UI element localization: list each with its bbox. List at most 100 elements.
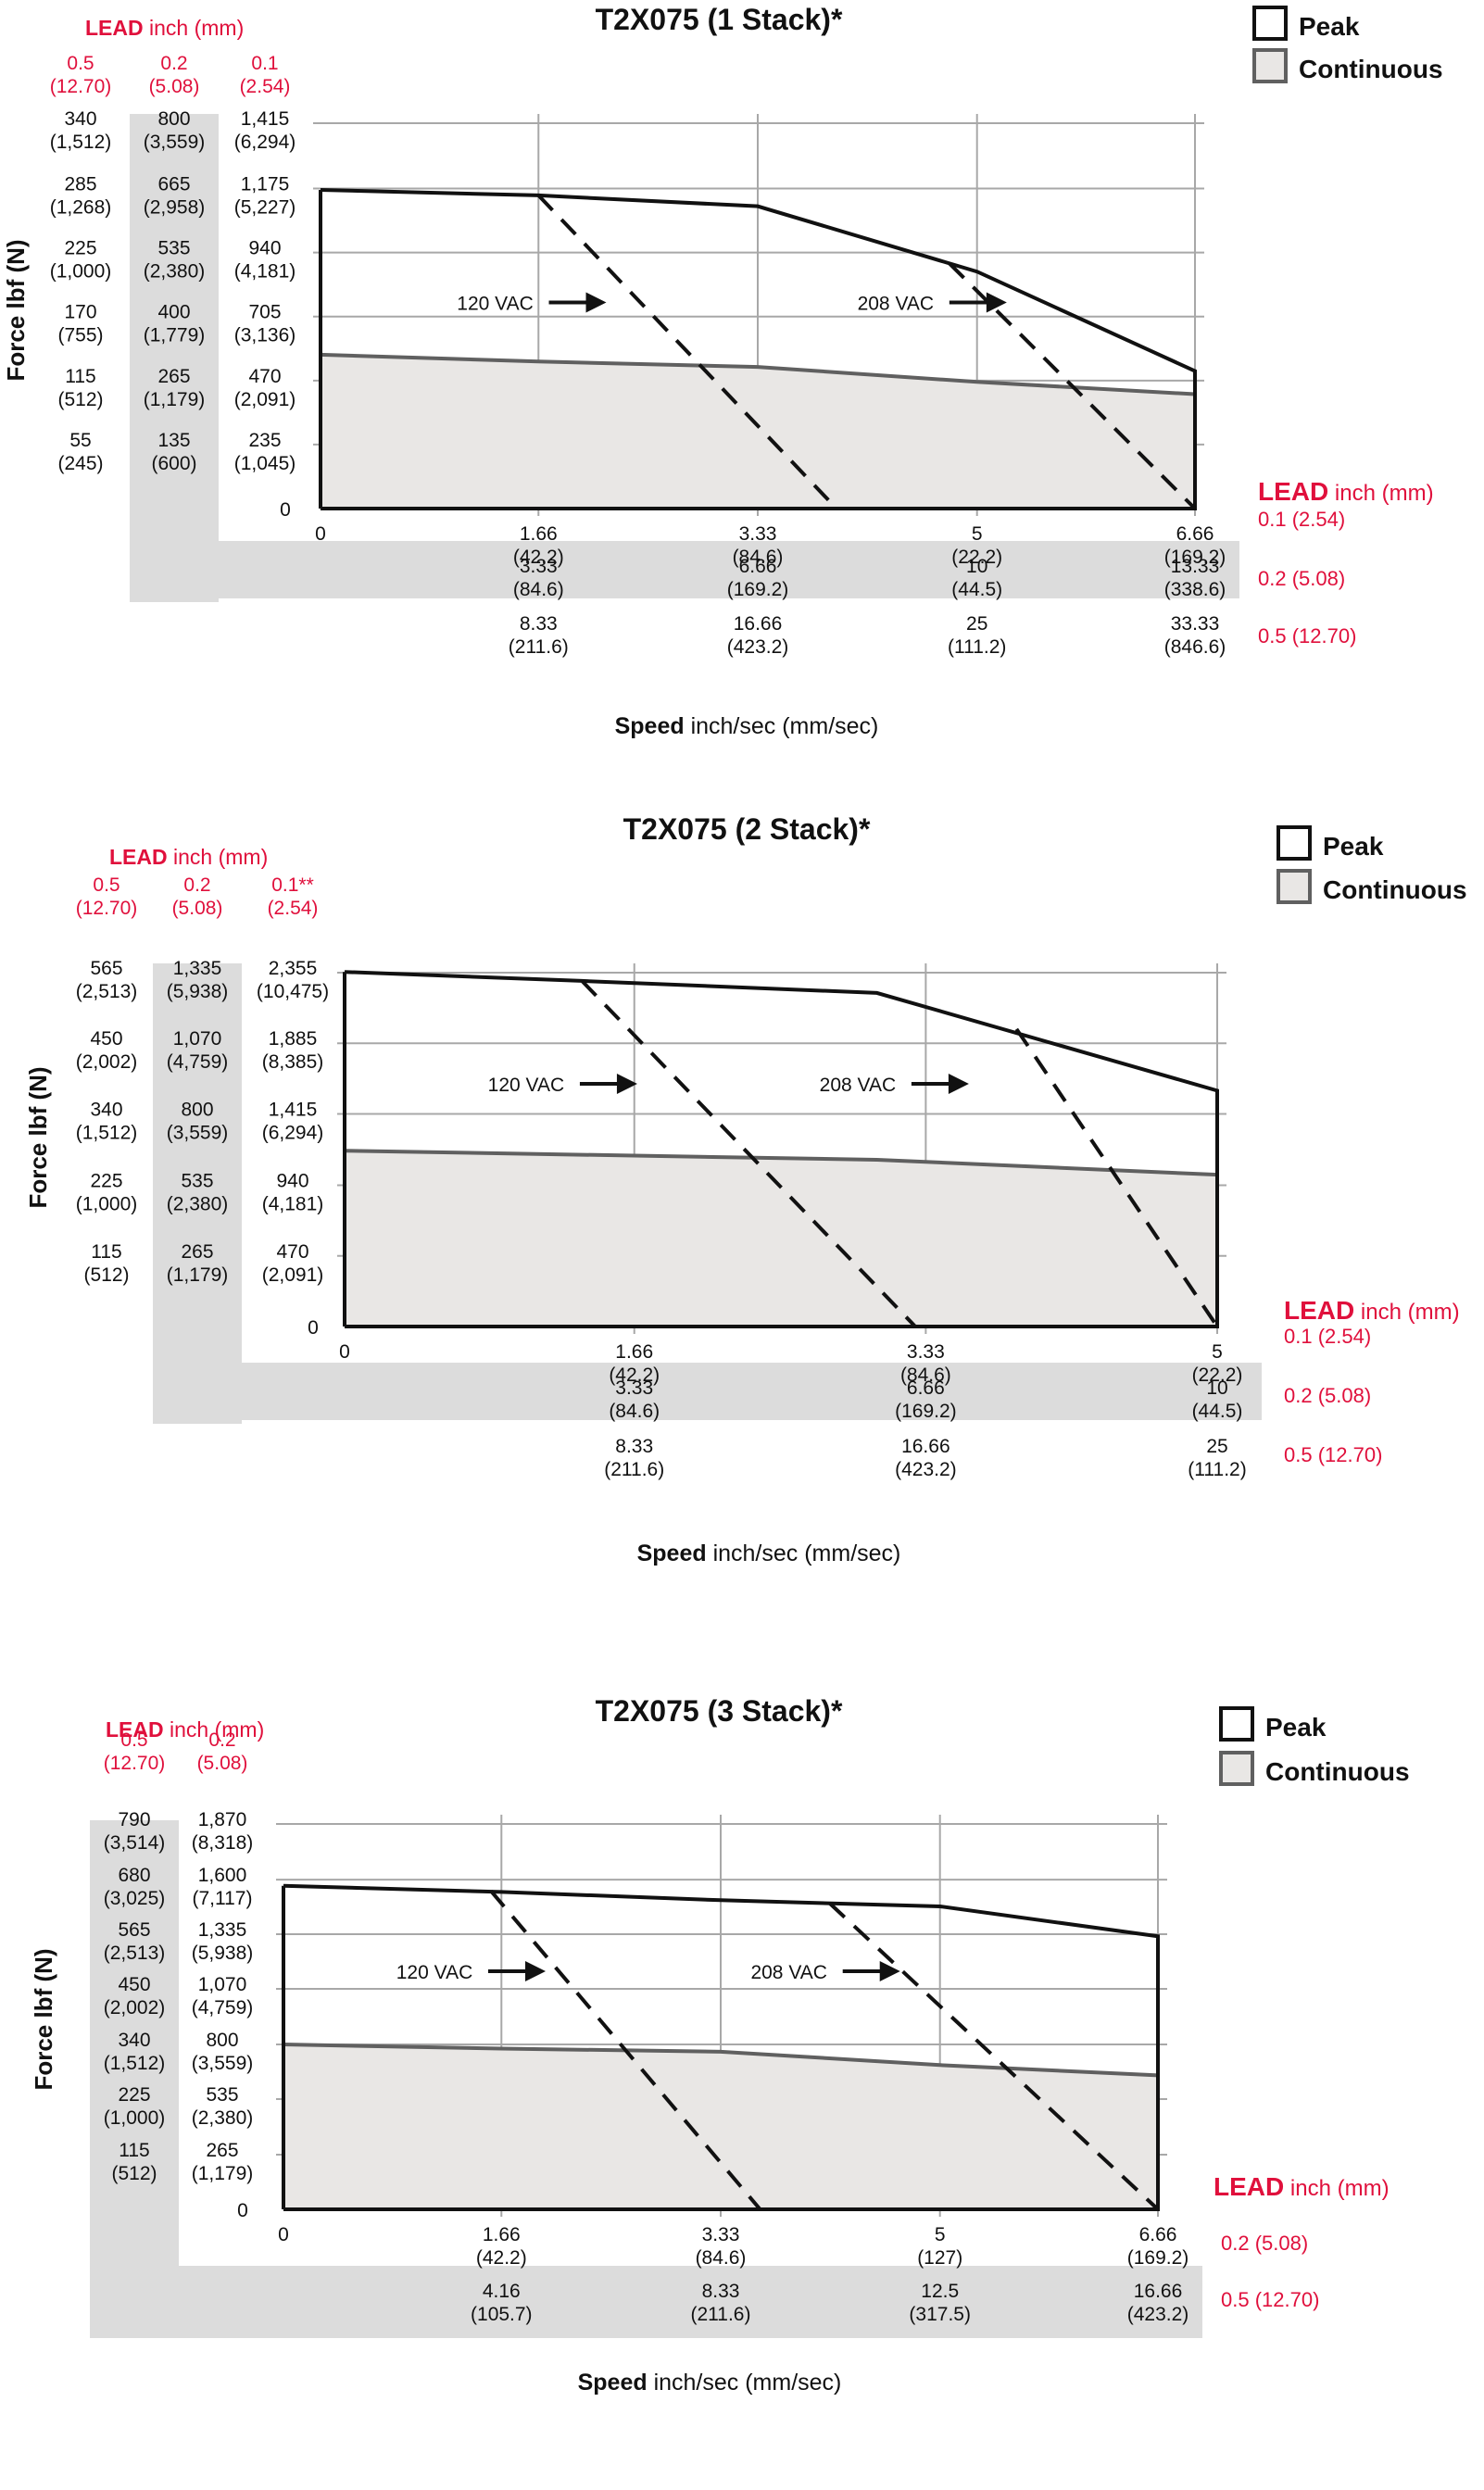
force-tick-label: 800 [157, 108, 190, 130]
force-tick-label: 115 [91, 1241, 121, 1263]
continuous-series-line [320, 352, 1196, 396]
force-tick-label-n: (4,759) [192, 1997, 254, 2018]
speed-unit: inch/sec (mm/sec) [685, 713, 879, 739]
legend-peak-label: Peak [1265, 1713, 1327, 1742]
speed-axis-title: Speed inch/sec (mm/sec) [615, 713, 879, 739]
arrow-head [616, 1074, 637, 1095]
force-column-lead-mm: (12.70) [50, 76, 112, 97]
force-tick-label: 800 [206, 2030, 238, 2051]
speed-row-label-mm: (211.6) [509, 636, 569, 658]
force-tick-label-n: (3,025) [104, 1888, 166, 1909]
force-column-lead-mm: (12.70) [104, 1753, 166, 1774]
speed-lead-header: LEAD inch (mm) [1258, 477, 1434, 506]
force-column-lead-mm: (12.70) [76, 898, 138, 919]
force-tick-label: 1,335 [173, 958, 222, 979]
force-tick-label: 470 [248, 366, 281, 387]
speed-row-label-mm: (846.6) [1164, 636, 1226, 658]
force-tick-label-n: (4,759) [167, 1051, 229, 1073]
force-tick-label: 535 [181, 1171, 213, 1192]
force-column-lead: 0.2 [208, 1729, 235, 1751]
chart-panel-3: 120 VAC 208 VAC T2X075 (3 Stack)* Peak Conti… [30, 1694, 1410, 2396]
force-tick-label: 400 [157, 302, 190, 323]
force-tick-label-n: (3,559) [167, 1122, 229, 1143]
speed-row-label: 33.33 [1171, 613, 1220, 635]
force-tick-label-n: (2,380) [192, 2107, 254, 2129]
force-column-lead: 0.1 [251, 53, 278, 74]
speed-row-label: 12.5 [921, 2281, 959, 2302]
speed-row-label: 16.66 [1134, 2281, 1183, 2302]
dashed-limit-line-1 [580, 979, 917, 1328]
force-column-lead: 0.1** [271, 874, 314, 896]
chart-title: T2X075 (1 Stack)* [596, 3, 843, 36]
speed-row-label: 3.33 [615, 1377, 653, 1399]
speed-word: Speed [615, 713, 685, 739]
speed-tick-label: 1.66 [520, 523, 558, 545]
force-tick-label: 265 [206, 2140, 238, 2161]
speed-tick-label: 3.33 [739, 523, 777, 545]
speed-lead-header: LEAD inch (mm) [1214, 2172, 1390, 2201]
chart-title: T2X075 (3 Stack)* [596, 1694, 843, 1728]
vac-label-208: 208 VAC [858, 293, 935, 314]
speed-row-label: 8.33 [520, 613, 558, 635]
lead-word: LEAD [1214, 2172, 1284, 2201]
speed-lead-primary: 0.1 (2.54) [1284, 1325, 1371, 1348]
peak-series-line [320, 188, 1197, 509]
lead-word: LEAD [109, 845, 168, 869]
chart-title: T2X075 (2 Stack)* [623, 812, 871, 846]
speed-unit: inch/sec (mm/sec) [648, 2370, 842, 2396]
force-tick-label: 1,885 [269, 1028, 318, 1050]
speed-row-label-mm: (111.2) [1188, 1459, 1246, 1480]
continuous-area [321, 354, 1195, 509]
vac-label-208: 208 VAC [750, 1962, 827, 1983]
force-tick-label-n: (5,938) [192, 1943, 254, 1964]
arrow-head [948, 1074, 969, 1095]
force-tick-label: 940 [248, 238, 281, 259]
dashed-limit-line-2 [1014, 1027, 1219, 1328]
lead-unit: inch (mm) [168, 845, 269, 869]
vac-label-120: 120 VAC [396, 1962, 473, 1983]
lead-word: LEAD [85, 16, 144, 40]
speed-row-label-mm: (84.6) [513, 579, 564, 600]
speed-row-label: 6.66 [739, 556, 777, 577]
force-tick-label-n: (512) [57, 389, 103, 410]
speed-tick-label-mm: (22.2) [951, 547, 1002, 568]
force-tick-label: 1,415 [241, 108, 290, 130]
speed-tick-label-mm: (22.2) [1192, 1364, 1243, 1386]
lead-unit: inch (mm) [1354, 1300, 1459, 1325]
continuous-area [283, 2044, 1158, 2209]
speed-tick-label: 3.33 [907, 1341, 945, 1363]
force-column-lead: 0.5 [67, 53, 94, 74]
dashed-limit-line-2 [828, 1902, 1160, 2211]
speed-row-band [90, 2266, 1202, 2338]
force-tick-label-n: (4,181) [234, 261, 296, 283]
force-tick-label: 55 [69, 430, 91, 451]
force-tick-label-n: (3,559) [192, 2053, 254, 2074]
speed-row-label-mm: (211.6) [691, 2304, 751, 2325]
force-tick-label: 940 [276, 1171, 308, 1192]
speed-row-label: 10 [1206, 1377, 1227, 1399]
lead-word: LEAD [1284, 1296, 1354, 1325]
legend-continuous-swatch [1252, 48, 1288, 83]
force-tick-label-n: (1,000) [76, 1194, 138, 1215]
force-tick-label: 2,355 [269, 958, 318, 979]
force-tick-label: 680 [118, 1865, 150, 1886]
force-tick-label: 450 [90, 1028, 122, 1050]
arrow-head [585, 292, 607, 313]
speed-lead-primary: 0.1 (2.54) [1258, 508, 1345, 531]
legend-continuous-swatch [1276, 869, 1312, 904]
speed-row-label: 3.33 [520, 556, 558, 577]
legend-continuous-label: Continuous [1323, 875, 1467, 904]
lead-unit: inch (mm) [1284, 2176, 1389, 2201]
force-tick-label-n: (1,000) [104, 2107, 166, 2129]
speed-lead-row: 0.2 (5.08) [1258, 567, 1345, 590]
speed-row-band [153, 1363, 1262, 1420]
force-column-lead: 0.2 [183, 874, 210, 896]
force-column-lead-mm: (5.08) [197, 1753, 248, 1774]
force-tick-label-n: (6,294) [234, 132, 296, 153]
force-tick-label: 1,070 [173, 1028, 222, 1050]
force-tick-label: 565 [118, 1919, 150, 1941]
speed-tick-label: 1.66 [615, 1341, 653, 1363]
force-tick-label: 0 [308, 1317, 319, 1339]
speed-word: Speed [637, 1541, 707, 1566]
force-tick-label-n: (1,512) [104, 2053, 166, 2074]
